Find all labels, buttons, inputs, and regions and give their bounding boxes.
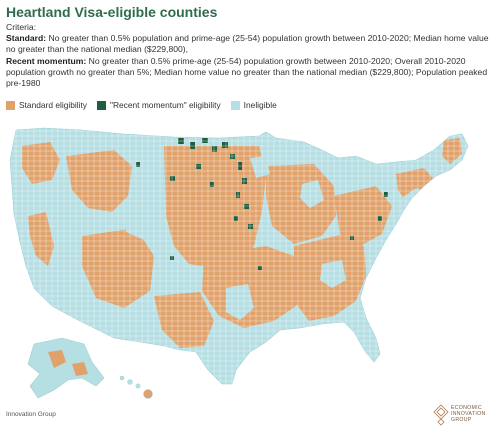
hawaii-island [119,375,125,381]
hawaii-island [135,383,141,389]
hawaii-island [127,379,133,385]
alaska-eligible [48,350,66,368]
diamond-lattice-icon [433,404,449,426]
legend-item-recent: "Recent momentum" eligibility [96,100,221,110]
logo-line-3: GROUP [451,417,472,424]
legend-swatch-standard [6,100,15,110]
legend-label-ineligible: Ineligible [243,100,277,110]
legend-item-standard: Standard eligibility [6,100,87,110]
legend: Standard eligibility "Recent momentum" e… [6,100,287,110]
standard-label: Standard: [6,33,47,44]
recent-text: No greater than 0.5% prime-age (25-54) p… [6,55,488,89]
alaska-landmass [27,337,105,399]
criteria-standard: Standard: No greater than 0.5% populatio… [6,33,494,55]
legend-swatch-ineligible [230,100,240,110]
legend-swatch-recent [96,100,106,110]
criteria-recent: Recent momentum: No greater than 0.5% pr… [6,56,494,90]
logo-wordmark: ECONOMIC INNOVATION GROUP [451,405,486,424]
alaska-eligible [72,362,88,376]
legend-label-standard: Standard eligibility [19,100,87,110]
legend-item-ineligible: Ineligible [230,100,277,110]
us-county-map [9,127,469,399]
standard-text: No greater than 0.5% population and prim… [6,33,489,55]
hawaii-island-big [143,389,153,399]
map-title: Heartland Visa-eligible counties [6,4,218,20]
legend-label-recent: "Recent momentum" eligibility [109,100,221,110]
criteria-heading: Criteria: [6,22,37,32]
source-credit: Innovation Group [6,411,56,418]
alaska [27,337,105,399]
contiguous-us [9,127,469,385]
logo-line-2: INNOVATION [451,411,486,418]
criteria-block: Criteria: Standard: No greater than 0.5%… [6,22,494,89]
logo-line-1: ECONOMIC [451,405,482,411]
hawaii [119,375,153,399]
recent-label: Recent momentum: [6,55,87,66]
